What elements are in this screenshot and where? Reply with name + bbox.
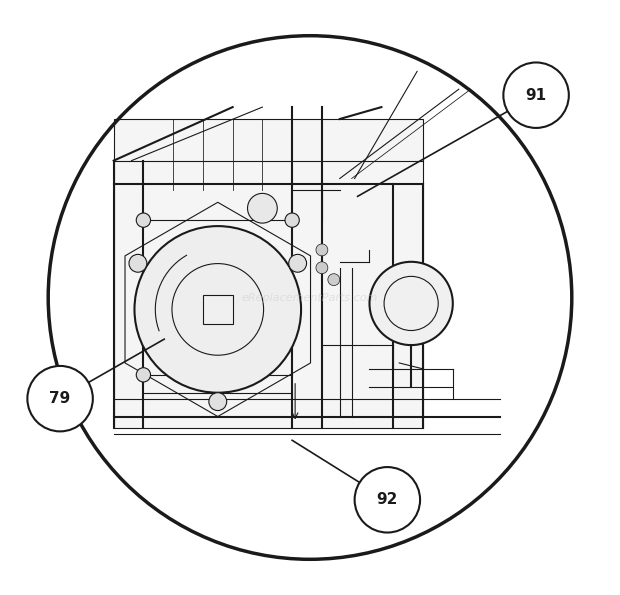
FancyBboxPatch shape: [113, 119, 423, 428]
Text: 92: 92: [377, 492, 398, 508]
FancyBboxPatch shape: [203, 295, 232, 324]
Circle shape: [247, 193, 277, 223]
Circle shape: [27, 366, 93, 431]
Text: 79: 79: [50, 391, 71, 406]
Circle shape: [503, 62, 569, 128]
Circle shape: [136, 368, 151, 382]
Circle shape: [136, 213, 151, 227]
Text: eReplacementParts.com: eReplacementParts.com: [242, 293, 378, 302]
Circle shape: [370, 262, 453, 345]
Circle shape: [355, 467, 420, 533]
Circle shape: [285, 213, 299, 227]
Circle shape: [129, 255, 147, 273]
Circle shape: [316, 244, 328, 256]
Circle shape: [316, 262, 328, 274]
Circle shape: [135, 226, 301, 393]
Text: 91: 91: [526, 87, 547, 103]
Circle shape: [328, 274, 340, 286]
Circle shape: [209, 393, 227, 411]
Circle shape: [289, 255, 306, 273]
